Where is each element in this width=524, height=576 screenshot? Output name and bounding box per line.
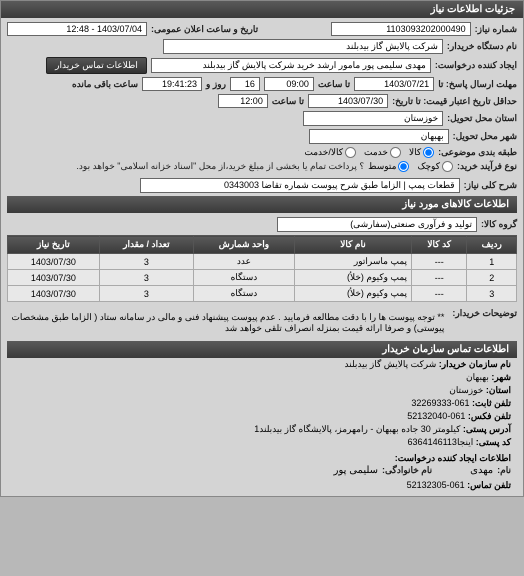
process-option-small[interactable]: کوچک: [417, 161, 453, 172]
table-cell: پمپ وکیوم (خلأ): [294, 286, 411, 302]
th-unit: واحد شمارش: [193, 236, 294, 254]
org-province-label: استان:: [486, 385, 511, 395]
table-cell: 3: [99, 270, 193, 286]
buyer-field: شرکت پالایش گاز بیدبلند: [163, 39, 443, 54]
requester-field: مهدی سلیمی پور مامور ارشد خرید شرکت پالا…: [151, 58, 431, 73]
credit-time: 12:00: [218, 94, 268, 108]
org-fax-label: تلفن فکس:: [468, 411, 511, 421]
desc-field: قطعات پمپ | الزاما طبق شرح پیوست شماره ت…: [140, 178, 460, 193]
creator-header: اطلاعات ایجاد کننده درخواست:: [7, 452, 517, 465]
process-option-medium[interactable]: متوسط: [368, 161, 409, 172]
creator-phone-value: 061-52132305: [407, 480, 465, 490]
credit-deadline-label: حداقل تاریخ اعتبار قیمت: تا تاریخ:: [392, 96, 517, 107]
table-cell: ---: [412, 254, 467, 270]
table-cell: 1403/07/30: [8, 254, 100, 270]
org-fax-value: 061-52132040: [407, 411, 465, 421]
table-cell: 1: [467, 254, 517, 270]
org-postal-label: کد پستی:: [476, 437, 511, 447]
classify-option-both[interactable]: کالا/خدمت: [304, 147, 356, 158]
org-province-value: خوزستان: [449, 385, 483, 395]
panel-header: جزئیات اطلاعات نیاز: [1, 1, 523, 18]
table-cell: دستگاه: [193, 286, 294, 302]
group-field: تولید و فرآوری صنعتی(سفارشی): [277, 217, 477, 232]
group-label: گروه کالا:: [481, 219, 517, 230]
goods-section-header: اطلاعات کالاهای مورد نیاز: [7, 196, 517, 213]
org-phone-label: تلفن ثابت:: [472, 398, 511, 408]
table-cell: ---: [412, 270, 467, 286]
deadline-reply-date: 1403/07/21: [354, 77, 434, 91]
table-cell: 3: [467, 286, 517, 302]
public-date-label: تاریخ و ساعت اعلان عمومی:: [151, 24, 258, 35]
creator-family-value: سلیمی پور: [334, 465, 378, 476]
remain-days: 16: [230, 77, 260, 91]
th-row: ردیف: [467, 236, 517, 254]
table-cell: 3: [99, 286, 193, 302]
org-city-label: شهر:: [491, 372, 511, 382]
table-cell: پمپ وکیوم (خلأ): [294, 270, 411, 286]
table-cell: 2: [467, 270, 517, 286]
remain-time: 19:41:23: [142, 77, 202, 91]
classify-option-goods[interactable]: کالا: [409, 147, 434, 158]
table-cell: 1403/07/30: [8, 270, 100, 286]
remarks-text: ** توجه پیوست ها را با دقت مطالعه فرمایی…: [7, 308, 448, 338]
table-row: 3---پمپ وکیوم (خلأ)دستگاه31403/07/30: [8, 286, 517, 302]
contact-buyer-button[interactable]: اطلاعات تماس خریدار: [46, 57, 147, 74]
table-cell: عدد: [193, 254, 294, 270]
credit-time-label: تا ساعت: [272, 96, 304, 107]
deadline-reply-time-label: تا ساعت: [318, 79, 350, 90]
org-postal-value: اینجا6364146113: [408, 437, 474, 447]
goods-table: ردیف کد کالا نام کالا واحد شمارش تعداد /…: [7, 235, 517, 302]
desc-label: شرح کلی نیاز:: [464, 180, 517, 191]
remain-time-label: ساعت باقی مانده: [72, 79, 138, 90]
creator-name-value: مهدی: [470, 465, 493, 476]
process-note: ؟ پرداخت تمام یا بخشی از مبلغ خرید،از مح…: [76, 161, 364, 172]
table-cell: 1403/07/30: [8, 286, 100, 302]
city-field: بهبهان: [309, 129, 449, 144]
table-cell: 3: [99, 254, 193, 270]
requester-label: ایجاد کننده درخواست:: [435, 60, 517, 71]
province-label: استان محل تحویل:: [447, 113, 517, 124]
contact-section-header: اطلاعات تماس سازمان خریدار: [7, 341, 517, 358]
deadline-reply-label: مهلت ارسال پاسخ: تا: [438, 79, 517, 90]
creator-phone-label: تلفن تماس:: [467, 480, 511, 490]
public-date-field: 1403/07/04 - 12:48: [7, 22, 147, 36]
remarks-label: توضیحات خریدار:: [452, 308, 517, 319]
th-date: تاریخ نیاز: [8, 236, 100, 254]
org-addr-value: کیلومتر 30 جاده بهبهان - رامهرمز، پالایش…: [254, 424, 460, 434]
number-label: شماره نیاز:: [475, 24, 517, 35]
classify-label: طبقه بندی موضوعی:: [438, 147, 517, 158]
org-phone-value: 061-32269333: [411, 398, 469, 408]
city-label: شهر محل تحویل:: [453, 131, 517, 142]
org-name-label: نام سازمان خریدار:: [439, 359, 511, 369]
classify-radio-group: کالا خدمت کالا/خدمت: [304, 147, 434, 158]
process-radio-group: کوچک متوسط: [368, 161, 453, 172]
classify-option-service[interactable]: خدمت: [364, 147, 401, 158]
table-cell: پمپ ماسراتور: [294, 254, 411, 270]
process-label: نوع فرآیند خرید:: [457, 161, 517, 172]
th-code: کد کالا: [412, 236, 467, 254]
table-row: 2---پمپ وکیوم (خلأ)دستگاه31403/07/30: [8, 270, 517, 286]
credit-date: 1403/07/30: [308, 94, 388, 108]
province-field: خوزستان: [303, 111, 443, 126]
org-name-value: شرکت پالایش گاز بیدبلند: [345, 359, 437, 369]
creator-family-label: نام خانوادگی:: [382, 465, 432, 476]
table-cell: دستگاه: [193, 270, 294, 286]
th-name: نام کالا: [294, 236, 411, 254]
table-cell: ---: [412, 286, 467, 302]
buyer-label: نام دستگاه خریدار:: [447, 41, 517, 52]
org-addr-label: آدرس پستی:: [463, 424, 511, 434]
org-city-value: بهبهان: [466, 372, 489, 382]
creator-name-label: نام:: [497, 465, 511, 476]
table-row: 1---پمپ ماسراتورعدد31403/07/30: [8, 254, 517, 270]
th-qty: تعداد / مقدار: [99, 236, 193, 254]
remain-days-label: روز و: [206, 79, 226, 90]
number-field: 1103093202000490: [331, 22, 471, 36]
deadline-reply-time: 09:00: [264, 77, 314, 91]
